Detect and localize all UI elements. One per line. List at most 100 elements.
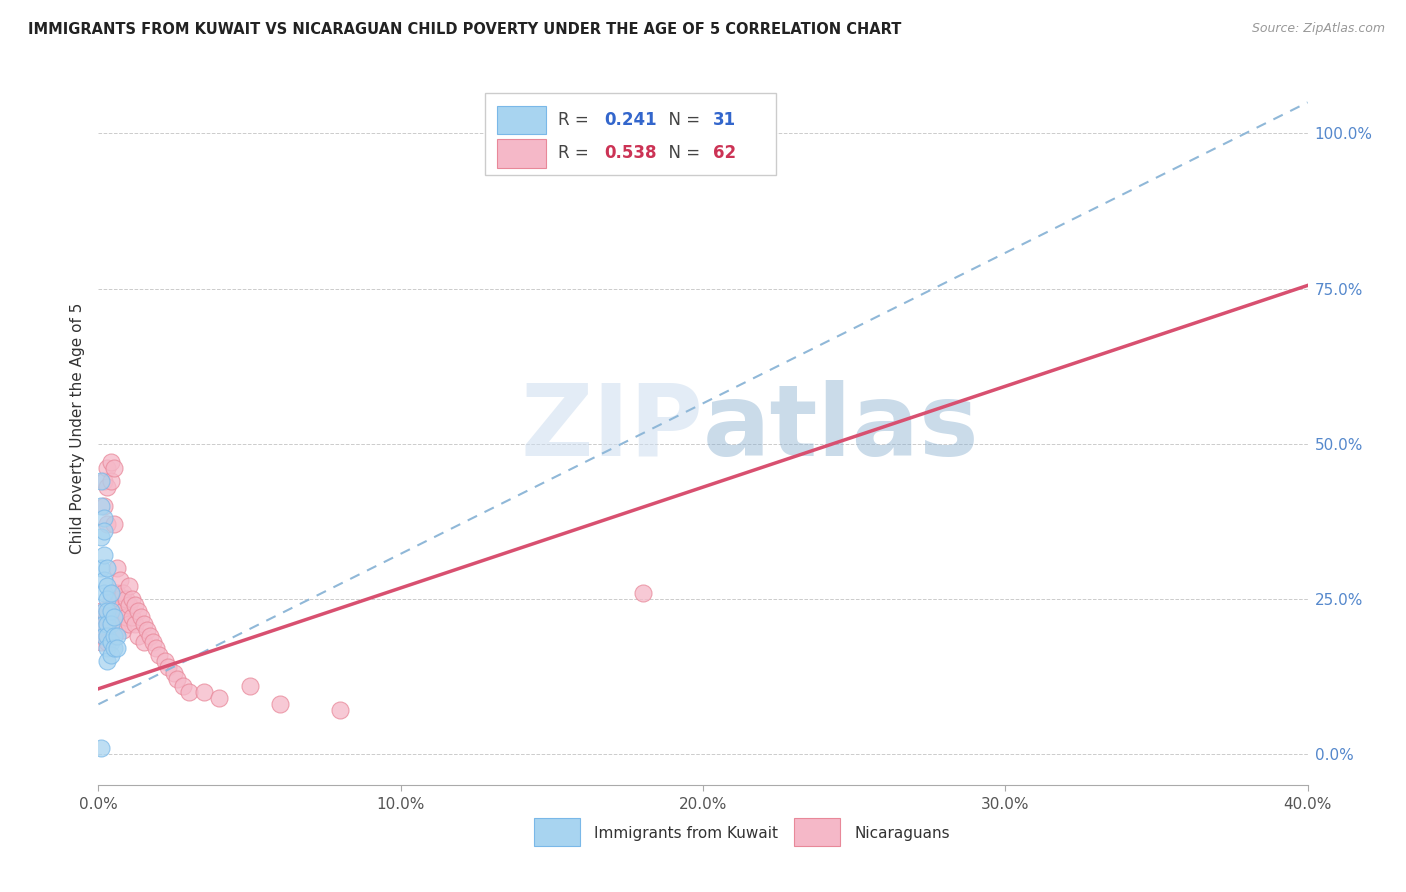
Point	[118, 598, 141, 612]
Point	[145, 641, 167, 656]
Point	[96, 480, 118, 494]
Point	[100, 616, 122, 631]
Point	[105, 641, 128, 656]
Point	[100, 635, 122, 649]
Point	[90, 635, 112, 649]
Point	[105, 585, 128, 599]
Point	[239, 679, 262, 693]
Point	[156, 660, 179, 674]
Point	[103, 610, 125, 624]
Point	[114, 591, 136, 606]
Point	[93, 629, 115, 643]
Point	[100, 455, 122, 469]
Point	[96, 616, 118, 631]
Point	[100, 474, 122, 488]
FancyBboxPatch shape	[534, 819, 579, 846]
Point	[93, 573, 115, 587]
Point	[103, 585, 125, 599]
Text: atlas: atlas	[703, 380, 980, 476]
Point	[103, 641, 125, 656]
Text: Immigrants from Kuwait: Immigrants from Kuwait	[595, 826, 778, 841]
Point	[105, 561, 128, 575]
Point	[103, 461, 125, 475]
Point	[96, 579, 118, 593]
Point	[124, 616, 146, 631]
FancyBboxPatch shape	[498, 139, 546, 168]
Point	[139, 629, 162, 643]
Point	[96, 635, 118, 649]
Point	[100, 591, 122, 606]
Point	[93, 629, 115, 643]
Y-axis label: Child Poverty Under the Age of 5: Child Poverty Under the Age of 5	[69, 302, 84, 554]
Point	[103, 610, 125, 624]
Point	[193, 685, 215, 699]
Text: N =: N =	[658, 111, 706, 128]
Point	[105, 629, 128, 643]
Point	[108, 591, 131, 606]
Point	[105, 604, 128, 618]
Point	[90, 561, 112, 575]
Point	[111, 585, 134, 599]
Point	[108, 610, 131, 624]
Point	[93, 549, 115, 563]
Point	[127, 604, 149, 618]
Point	[90, 740, 112, 755]
Point	[93, 474, 115, 488]
Point	[121, 610, 143, 624]
Point	[127, 629, 149, 643]
Point	[96, 610, 118, 624]
Text: 0.241: 0.241	[603, 111, 657, 128]
Point	[100, 648, 122, 662]
Point	[93, 604, 115, 618]
Point	[118, 616, 141, 631]
Point	[96, 561, 118, 575]
Point	[93, 499, 115, 513]
Point	[100, 604, 122, 618]
Point	[121, 591, 143, 606]
Point	[163, 666, 186, 681]
Text: 0.538: 0.538	[603, 145, 657, 162]
Point	[90, 474, 112, 488]
Point	[208, 691, 231, 706]
Point	[329, 704, 352, 718]
Point	[132, 616, 155, 631]
Point	[90, 530, 112, 544]
Point	[269, 698, 291, 712]
Point	[179, 685, 201, 699]
Text: IMMIGRANTS FROM KUWAIT VS NICARAGUAN CHILD POVERTY UNDER THE AGE OF 5 CORRELATIO: IMMIGRANTS FROM KUWAIT VS NICARAGUAN CHI…	[28, 22, 901, 37]
Point	[103, 517, 125, 532]
Point	[96, 517, 118, 532]
Point	[93, 524, 115, 538]
Point	[96, 641, 118, 656]
Point	[90, 499, 112, 513]
Point	[93, 610, 115, 624]
Text: R =: R =	[558, 145, 593, 162]
Point	[108, 573, 131, 587]
Point	[96, 629, 118, 643]
Point	[90, 616, 112, 631]
Point	[103, 629, 125, 643]
Point	[129, 610, 152, 624]
Point	[114, 610, 136, 624]
Point	[111, 604, 134, 618]
Point	[135, 623, 157, 637]
Point	[90, 604, 112, 618]
Point	[93, 616, 115, 631]
Point	[166, 673, 188, 687]
Point	[132, 635, 155, 649]
Point	[105, 623, 128, 637]
Point	[111, 623, 134, 637]
Text: 31: 31	[713, 111, 735, 128]
Point	[631, 585, 654, 599]
Point	[100, 610, 122, 624]
Point	[93, 585, 115, 599]
Point	[96, 591, 118, 606]
Point	[142, 635, 165, 649]
Point	[96, 654, 118, 668]
Text: N =: N =	[658, 145, 706, 162]
Text: R =: R =	[558, 111, 593, 128]
Point	[93, 511, 115, 525]
Text: ZIP: ZIP	[520, 380, 703, 476]
Text: Nicaraguans: Nicaraguans	[855, 826, 950, 841]
Text: 62: 62	[713, 145, 735, 162]
